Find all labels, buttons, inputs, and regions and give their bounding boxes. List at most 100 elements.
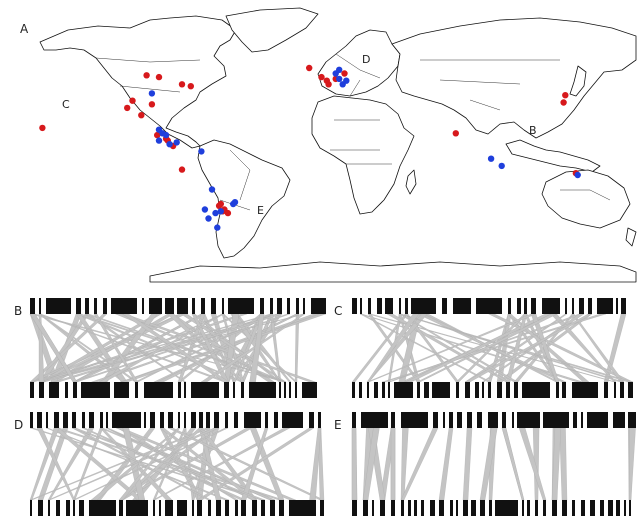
bottom-level-bar [235,500,238,516]
landmass-greenland [225,7,319,53]
bottom-level-bar [30,500,32,516]
top-level-bar [361,412,388,428]
red-site-dot [138,112,145,119]
top-level-bar [579,298,584,314]
bottom-level-bar [401,500,404,516]
top-level-bar [178,412,180,428]
map-label-d: D [362,53,370,66]
bottom-level-bar [153,500,155,516]
top-level-bar [581,412,583,428]
top-level-bar [488,412,498,428]
bottom-level-bar [629,500,631,516]
blue-site-dot [198,148,205,155]
top-level-bar [89,412,94,428]
bottom-level-bar [424,382,429,398]
bottom-level-bar [178,382,181,398]
bottom-level-bar [159,500,161,516]
bottom-level-bar [289,382,291,398]
top-level-bar [477,412,482,428]
blue-site-dot [214,224,221,231]
top-level-bar [613,412,625,428]
bottom-level-bar [48,500,50,516]
bottom-level-bar [616,500,620,516]
bottom-level-bar [543,500,546,516]
map-label-c: C [62,98,70,111]
top-level-bar [270,298,273,314]
blue-site-dot [217,208,224,215]
bottom-level-bar [497,382,502,398]
red-site-dot [325,81,332,88]
top-level-bar [265,412,268,428]
bottom-level-bar [89,500,116,516]
top-level-bar [318,412,321,428]
top-level-bar [391,412,395,428]
bottom-level-bar [388,382,390,398]
panel-label-b: B [14,304,22,318]
top-level-bar [543,412,569,428]
top-level-bar [531,298,536,314]
top-level-bar [30,298,35,314]
bottom-level-bar [608,500,613,516]
bottom-level-bar [233,382,235,398]
bottom-level-bar [252,500,257,516]
top-level-bar [401,412,428,428]
top-level-bar [433,412,438,428]
bottom-level-bar [30,382,34,398]
bottom-level-bar [522,382,550,398]
top-level-bar [377,298,382,314]
interaction-link [628,427,636,501]
map-label-b: B [529,124,537,137]
bottom-level-bar [224,382,229,398]
top-level-bar [177,298,188,314]
panel-label-e: E [334,418,342,432]
top-level-bar [277,298,282,314]
top-level-bar [512,412,514,428]
blue-site-dot [205,215,212,222]
top-level-bar [72,412,76,428]
top-level-bar [54,412,59,428]
top-level-bar [287,298,290,314]
top-level-bar [144,412,146,428]
red-site-dot [562,92,569,99]
red-site-dot [341,70,348,77]
red-site-dot [39,124,46,132]
bottom-level-bar [514,382,518,398]
top-level-bar [542,298,560,314]
bottom-level-bar [535,500,538,516]
blue-site-dot [231,199,239,206]
bottom-level-bar [421,500,424,516]
top-level-bar [228,298,254,314]
blue-site-dot [336,66,343,74]
top-level-bar [168,412,173,428]
landmass-new-zealand [625,227,637,247]
red-site-dot [143,72,150,79]
bottom-level-bar [391,500,395,516]
red-site-dot [452,130,459,137]
top-level-bar [309,412,314,428]
red-site-dot [178,81,186,88]
bottom-level-bar [495,500,518,516]
landmass-indonesia [505,139,601,173]
top-level-bar [405,298,408,314]
top-level-bar [150,412,155,428]
bottom-level-bar [65,382,68,398]
bottom-level-bar [302,382,317,398]
bottom-level-bar [488,382,491,398]
bottom-level-bar [177,500,187,516]
landmass-africa [311,95,415,215]
top-level-bar [517,412,540,428]
panel-label-d: D [14,418,23,432]
bottom-level-bar [261,500,265,516]
bottom-level-bar [506,382,510,398]
blue-site-dot [208,186,216,193]
top-level-bar [311,298,326,314]
bottom-level-bar [79,500,84,516]
bottom-level-bar [572,500,575,516]
bottom-level-bar [522,500,524,516]
bipartite-panel-e [351,412,636,516]
top-level-bar [621,298,626,314]
bottom-level-bar [480,500,485,516]
top-level-bar [453,298,471,314]
top-level-bar [352,412,356,428]
